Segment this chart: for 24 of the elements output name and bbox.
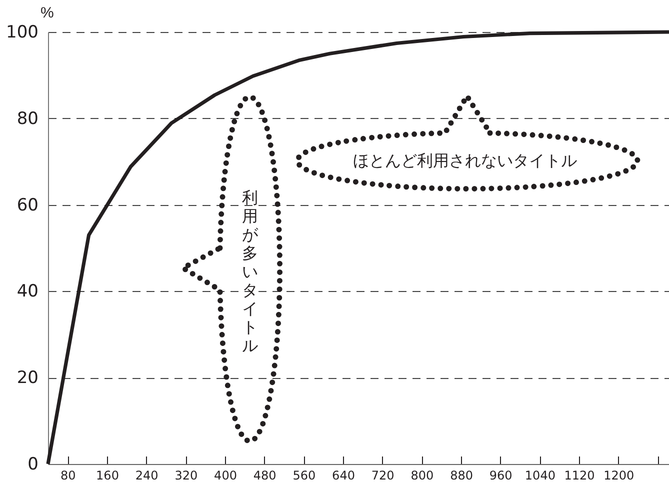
x-tick-label: 960 (489, 468, 512, 482)
x-tick-label: 1040 (524, 468, 556, 482)
x-tick-label: 1200 (604, 468, 634, 482)
x-tick-label: 880 (450, 468, 473, 482)
x-tick-label: 800 (410, 468, 434, 482)
y-tick-label: 40 (16, 282, 38, 302)
x-tick-label: 320 (174, 468, 198, 482)
x-tick-label: 1120 (564, 468, 595, 482)
x-tick-label: 80 (60, 468, 76, 482)
x-tick-label: 400 (214, 468, 237, 482)
y-tick-label: 100 (6, 22, 38, 42)
y-axis-title: % (40, 4, 54, 22)
x-tick-label: 720 (371, 468, 394, 482)
y-tick-label: 0 (28, 454, 38, 474)
x-tick-label: 560 (292, 468, 316, 482)
annotation: ほとんど利用されないタイトル (353, 151, 577, 170)
y-tick-label: 80 (16, 108, 38, 129)
y-tick-label: 20 (16, 368, 38, 388)
y-tick-label: 60 (16, 195, 38, 216)
x-tick-label: 240 (135, 468, 158, 482)
x-tick-label: 160 (96, 468, 119, 482)
line-series (46, 30, 669, 466)
x-tick-label: 640 (332, 468, 355, 482)
x-tick-label: 480 (253, 468, 276, 482)
